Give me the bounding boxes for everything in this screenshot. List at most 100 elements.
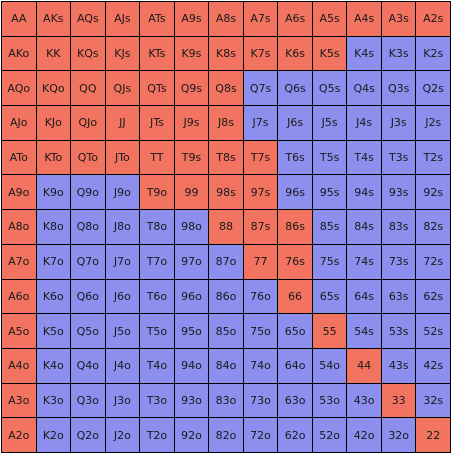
hand-cell-Q7o[interactable]: Q7o (71, 244, 105, 279)
hand-cell-86o[interactable]: 86o (209, 279, 243, 314)
hand-cell-54o[interactable]: 54o (312, 348, 347, 383)
hand-cell-T6o[interactable]: T6o (140, 279, 174, 314)
hand-cell-53o[interactable]: 53o (312, 383, 347, 418)
hand-cell-82s[interactable]: 82s (416, 210, 450, 244)
hand-cell-J7o[interactable]: J7o (105, 244, 140, 279)
hand-cell-AA[interactable]: AA (2, 2, 36, 36)
hand-cell-T5o[interactable]: T5o (140, 314, 174, 348)
hand-cell-73o[interactable]: 73o (243, 383, 278, 418)
hand-cell-KJs[interactable]: KJs (105, 36, 140, 71)
hand-cell-AKo[interactable]: AKo (2, 36, 36, 71)
hand-cell-ATs[interactable]: ATs (140, 2, 174, 36)
hand-cell-J8o[interactable]: J8o (105, 210, 140, 244)
hand-cell-AQo[interactable]: AQo (2, 71, 36, 106)
hand-cell-AQs[interactable]: AQs (71, 2, 105, 36)
hand-cell-62o[interactable]: 62o (278, 418, 312, 452)
hand-cell-Q6o[interactable]: Q6o (71, 279, 105, 314)
hand-cell-J7s[interactable]: J7s (243, 106, 278, 140)
hand-cell-K5o[interactable]: K5o (36, 314, 71, 348)
hand-cell-87o[interactable]: 87o (209, 244, 243, 279)
hand-cell-A4s[interactable]: A4s (347, 2, 381, 36)
hand-cell-T8o[interactable]: T8o (140, 210, 174, 244)
hand-cell-99[interactable]: 99 (174, 175, 209, 210)
hand-cell-A8s[interactable]: A8s (209, 2, 243, 36)
hand-cell-A9o[interactable]: A9o (2, 175, 36, 210)
hand-cell-82o[interactable]: 82o (209, 418, 243, 452)
hand-cell-K4o[interactable]: K4o (36, 348, 71, 383)
hand-cell-Q4s[interactable]: Q4s (347, 71, 381, 106)
hand-cell-72s[interactable]: 72s (416, 244, 450, 279)
hand-cell-65s[interactable]: 65s (312, 279, 347, 314)
hand-cell-J3o[interactable]: J3o (105, 383, 140, 418)
hand-cell-A7s[interactable]: A7s (243, 2, 278, 36)
hand-cell-T2s[interactable]: T2s (416, 140, 450, 175)
hand-cell-76s[interactable]: 76s (278, 244, 312, 279)
hand-cell-A7o[interactable]: A7o (2, 244, 36, 279)
hand-cell-Q2o[interactable]: Q2o (71, 418, 105, 452)
hand-cell-K4s[interactable]: K4s (347, 36, 381, 71)
hand-cell-43s[interactable]: 43s (381, 348, 416, 383)
hand-cell-94o[interactable]: 94o (174, 348, 209, 383)
hand-cell-A4o[interactable]: A4o (2, 348, 36, 383)
hand-cell-AJo[interactable]: AJo (2, 106, 36, 140)
hand-cell-A8o[interactable]: A8o (2, 210, 36, 244)
hand-cell-Q5o[interactable]: Q5o (71, 314, 105, 348)
hand-cell-95s[interactable]: 95s (312, 175, 347, 210)
hand-cell-KTs[interactable]: KTs (140, 36, 174, 71)
hand-cell-Q2s[interactable]: Q2s (416, 71, 450, 106)
hand-cell-J4s[interactable]: J4s (347, 106, 381, 140)
hand-cell-32s[interactable]: 32s (416, 383, 450, 418)
hand-cell-J2o[interactable]: J2o (105, 418, 140, 452)
hand-cell-A5o[interactable]: A5o (2, 314, 36, 348)
hand-cell-74s[interactable]: 74s (347, 244, 381, 279)
hand-cell-K7o[interactable]: K7o (36, 244, 71, 279)
hand-cell-T4s[interactable]: T4s (347, 140, 381, 175)
hand-cell-52o[interactable]: 52o (312, 418, 347, 452)
hand-cell-Q8s[interactable]: Q8s (209, 71, 243, 106)
hand-cell-K8o[interactable]: K8o (36, 210, 71, 244)
hand-cell-A3o[interactable]: A3o (2, 383, 36, 418)
hand-cell-T7o[interactable]: T7o (140, 244, 174, 279)
hand-cell-63s[interactable]: 63s (381, 279, 416, 314)
hand-cell-J3s[interactable]: J3s (381, 106, 416, 140)
hand-cell-T4o[interactable]: T4o (140, 348, 174, 383)
hand-cell-J6o[interactable]: J6o (105, 279, 140, 314)
hand-cell-94s[interactable]: 94s (347, 175, 381, 210)
hand-cell-42s[interactable]: 42s (416, 348, 450, 383)
hand-cell-84o[interactable]: 84o (209, 348, 243, 383)
hand-cell-64s[interactable]: 64s (347, 279, 381, 314)
hand-cell-QTs[interactable]: QTs (140, 71, 174, 106)
hand-cell-Q5s[interactable]: Q5s (312, 71, 347, 106)
hand-cell-53s[interactable]: 53s (381, 314, 416, 348)
hand-cell-97o[interactable]: 97o (174, 244, 209, 279)
hand-cell-QTo[interactable]: QTo (71, 140, 105, 175)
hand-cell-J9s[interactable]: J9s (174, 106, 209, 140)
hand-cell-T5s[interactable]: T5s (312, 140, 347, 175)
hand-cell-T7s[interactable]: T7s (243, 140, 278, 175)
hand-cell-QJo[interactable]: QJo (71, 106, 105, 140)
hand-cell-A5s[interactable]: A5s (312, 2, 347, 36)
hand-cell-KQo[interactable]: KQo (36, 71, 71, 106)
hand-cell-J4o[interactable]: J4o (105, 348, 140, 383)
hand-cell-73s[interactable]: 73s (381, 244, 416, 279)
hand-cell-J8s[interactable]: J8s (209, 106, 243, 140)
hand-cell-JTo[interactable]: JTo (105, 140, 140, 175)
hand-cell-97s[interactable]: 97s (243, 175, 278, 210)
hand-cell-Q3o[interactable]: Q3o (71, 383, 105, 418)
hand-cell-A2o[interactable]: A2o (2, 418, 36, 452)
hand-cell-A6s[interactable]: A6s (278, 2, 312, 36)
hand-cell-85s[interactable]: 85s (312, 210, 347, 244)
hand-cell-ATo[interactable]: ATo (2, 140, 36, 175)
hand-cell-88[interactable]: 88 (209, 210, 243, 244)
hand-cell-55[interactable]: 55 (312, 314, 347, 348)
hand-cell-77[interactable]: 77 (243, 244, 278, 279)
hand-cell-Q3s[interactable]: Q3s (381, 71, 416, 106)
hand-cell-K5s[interactable]: K5s (312, 36, 347, 71)
hand-cell-AKs[interactable]: AKs (36, 2, 71, 36)
hand-cell-T3o[interactable]: T3o (140, 383, 174, 418)
hand-cell-Q6s[interactable]: Q6s (278, 71, 312, 106)
hand-cell-96s[interactable]: 96s (278, 175, 312, 210)
hand-cell-64o[interactable]: 64o (278, 348, 312, 383)
hand-cell-44[interactable]: 44 (347, 348, 381, 383)
hand-cell-A2s[interactable]: A2s (416, 2, 450, 36)
